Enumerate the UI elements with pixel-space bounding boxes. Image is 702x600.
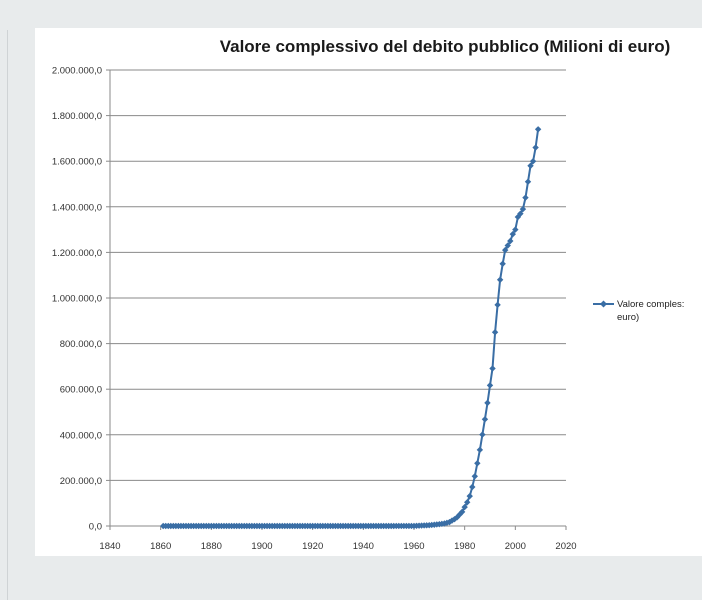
gridlines [110, 69, 566, 481]
data-point [517, 210, 524, 217]
data-point [446, 518, 453, 526]
y-tick-label: 1.200.000,0 [52, 248, 102, 259]
data-point [519, 205, 527, 213]
data-point [491, 329, 499, 336]
data-point [471, 473, 478, 480]
data-point [453, 514, 461, 521]
series-group [160, 126, 542, 530]
data-point [496, 276, 504, 283]
data-point [512, 226, 519, 233]
data-point [527, 162, 534, 169]
x-tick-label: 2020 [555, 541, 576, 552]
left-border-line [7, 30, 8, 600]
y-tick-label: 1.800.000,0 [52, 111, 102, 122]
y-tick-labels: 0,0 200.000,0 400.000,0 600.000,0 800.000,0 1… [52, 66, 102, 533]
data-point [441, 520, 448, 527]
axes [106, 69, 567, 530]
data-point [484, 399, 491, 407]
data-point [469, 483, 476, 491]
data-point [458, 508, 466, 516]
x-tick-labels: 1840 1860 1880 1900 1920 1940 1960 1980 2000 2020 [99, 541, 576, 552]
data-point [524, 178, 532, 185]
data-point [504, 242, 511, 249]
data-point [489, 365, 496, 372]
x-tick-label: 2000 [505, 541, 526, 552]
y-tick-label: 800.000,0 [60, 339, 102, 350]
y-tick-label: 2.000.000,0 [52, 66, 102, 77]
data-point [509, 230, 516, 238]
data-point [522, 194, 529, 201]
data-point [464, 499, 471, 506]
data-point [486, 382, 494, 389]
data-point [534, 126, 542, 133]
series-line [163, 129, 540, 527]
legend: Valore comples: euro) [593, 299, 684, 323]
data-point [479, 431, 486, 438]
y-tick-label: 0,0 [89, 522, 102, 533]
data-point [448, 517, 456, 524]
y-tick-label: 200.000,0 [60, 476, 102, 487]
y-tick-label: 1.400.000,0 [52, 202, 102, 213]
legend-label: Valore comples: [617, 299, 684, 310]
data-point [494, 301, 501, 309]
y-tick-label: 1.600.000,0 [52, 157, 102, 168]
data-point [476, 446, 484, 454]
y-tick-label: 600.000,0 [60, 385, 102, 396]
data-point [507, 237, 514, 245]
x-tick-label: 1900 [251, 541, 272, 552]
data-point [502, 246, 509, 254]
y-tick-label: 400.000,0 [60, 430, 102, 441]
x-tick-label: 1960 [403, 541, 424, 552]
y-tick-label: 1.000.000,0 [52, 294, 102, 305]
x-tick-label: 1920 [302, 541, 323, 552]
legend-marker [600, 300, 607, 308]
data-point [529, 158, 537, 165]
data-point [461, 503, 468, 511]
data-point [499, 260, 506, 267]
x-tick-label: 1980 [454, 541, 475, 552]
x-tick-label: 1860 [150, 541, 171, 552]
data-point [466, 492, 473, 500]
data-point [532, 144, 539, 151]
x-tick-label: 1880 [201, 541, 222, 552]
data-point [474, 460, 481, 467]
legend-label: euro) [617, 312, 639, 323]
data-point [481, 416, 489, 423]
data-point [514, 213, 522, 221]
x-tick-label: 1840 [99, 541, 120, 552]
x-tick-label: 1940 [353, 541, 374, 552]
chart-title: Valore complessivo del debito pubblico (… [220, 37, 671, 56]
